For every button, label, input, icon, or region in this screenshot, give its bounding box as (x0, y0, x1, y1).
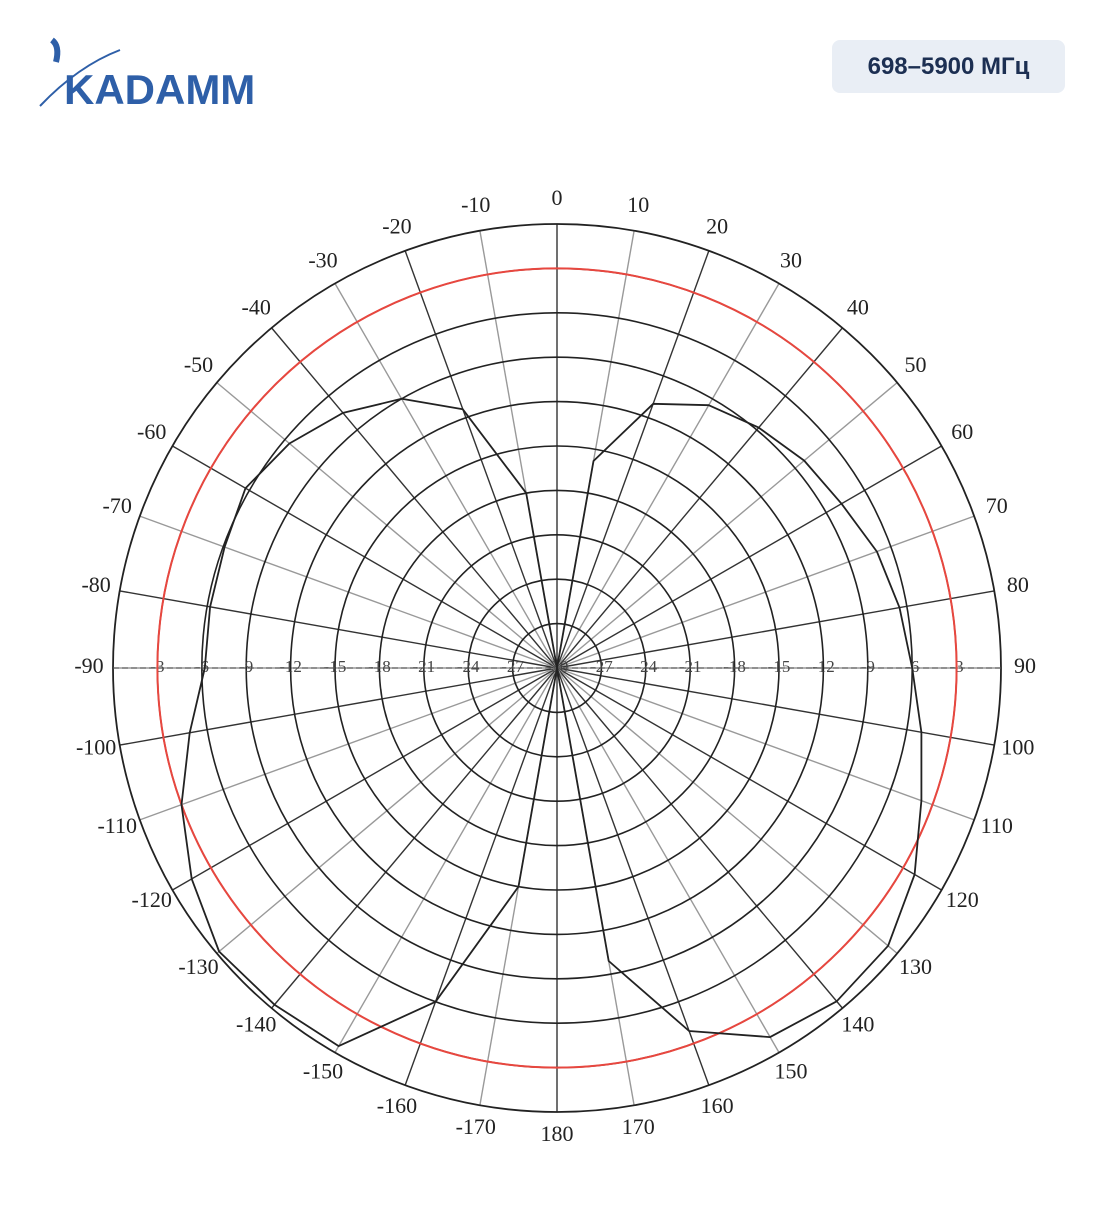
theta-tick-label: 60 (951, 419, 973, 444)
theta-tick-label: -100 (76, 734, 116, 759)
theta-tick-label: -140 (236, 1012, 276, 1037)
theta-tick-label: -120 (132, 887, 172, 912)
theta-tick-label: -10 (461, 192, 490, 217)
theta-tick-label: 90 (1014, 653, 1036, 678)
theta-tick-label: -60 (137, 419, 166, 444)
logo: KADAMM (39, 37, 255, 113)
theta-tick-label: -20 (382, 213, 411, 238)
r-tick-label: -12 (812, 657, 835, 676)
theta-tick-label: 140 (841, 1012, 874, 1037)
theta-tick-label: 130 (899, 954, 932, 979)
r-tick-label: -15 (324, 657, 347, 676)
theta-tick-label: 160 (701, 1093, 734, 1118)
r-tick-label: -21 (412, 657, 435, 676)
r-tick-label: -24 (634, 657, 657, 676)
theta-tick-label: 20 (706, 213, 728, 238)
r-tick-label: -18 (723, 657, 746, 676)
r-tick-label: -21 (679, 657, 702, 676)
r-tick-label: -6 (195, 657, 209, 676)
r-tick-label: -12 (279, 657, 302, 676)
theta-tick-label: 150 (775, 1058, 808, 1083)
ring (245, 356, 869, 980)
theta-tick-label: 0 (552, 185, 563, 210)
pattern-line (180, 397, 923, 1047)
r-tick-label: -27 (501, 657, 524, 676)
ring (289, 400, 825, 936)
theta-tick-label: 170 (622, 1114, 655, 1139)
reference-circle (156, 267, 958, 1069)
theta-tick-label: -90 (74, 653, 103, 678)
theta-tick-label: -40 (242, 295, 271, 320)
theta-tick-label: -170 (456, 1114, 496, 1139)
theta-tick-label: 50 (905, 352, 927, 377)
theta-tick-label: 80 (1007, 572, 1029, 597)
theta-tick-label: -150 (303, 1058, 343, 1083)
r-tick-label: -24 (457, 657, 480, 676)
logo-mark (49, 37, 61, 63)
r-tick-label: -18 (368, 657, 391, 676)
theta-tick-label: 100 (1001, 734, 1034, 759)
theta-tick-label: -130 (178, 954, 218, 979)
theta-tick-label: 30 (780, 248, 802, 273)
theta-tick-label: 40 (847, 295, 869, 320)
r-tick-label: -9 (861, 657, 875, 676)
theta-tick-label: 180 (541, 1121, 574, 1146)
theta-tick-label: -30 (308, 248, 337, 273)
theta-tick-label: -160 (377, 1093, 417, 1118)
r-tick-label: -9 (239, 657, 253, 676)
logo-text: KADAMM (64, 66, 255, 113)
theta-tick-label: 120 (946, 887, 979, 912)
frequency-badge: 698–5900 МГц (832, 40, 1065, 93)
r-tick-label: -27 (590, 657, 613, 676)
theta-tick-label: 70 (986, 493, 1008, 518)
theta-tick-label: -50 (184, 352, 213, 377)
logo-swoosh (39, 49, 121, 107)
theta-tick-label: -70 (103, 493, 132, 518)
theta-tick-label: 10 (627, 192, 649, 217)
theta-tick-label: -110 (97, 813, 137, 838)
r-tick-label: -15 (768, 657, 791, 676)
theta-tick-label: 110 (981, 813, 1013, 838)
theta-tick-label: -80 (81, 572, 110, 597)
